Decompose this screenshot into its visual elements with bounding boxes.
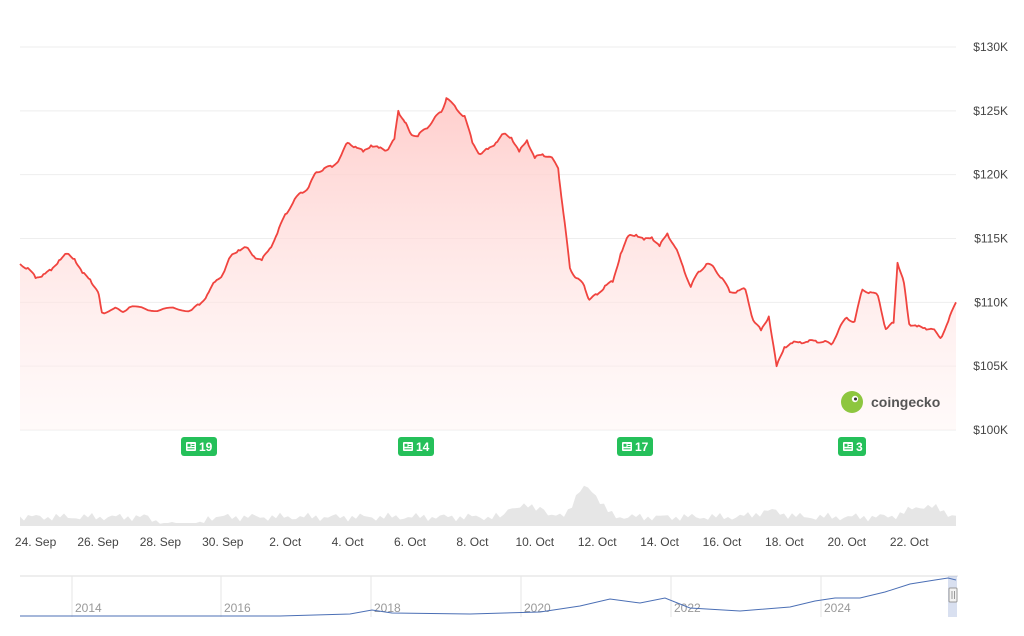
news-badge[interactable]: 17 [617,437,653,456]
navigator-year-label: 2024 [824,601,851,615]
x-tick-label: 22. Oct [890,535,929,549]
x-tick-label: 24. Sep [15,535,57,549]
coingecko-wordmark: coingecko [871,394,940,410]
y-tick-label: $130K [973,40,1008,54]
volume-chart [20,486,956,526]
y-tick-label: $125K [973,104,1008,118]
news-badges: 19 14 17 3 [181,437,866,456]
y-axis: $100K $105K $110K $115K $120K $125K $130K [973,40,1008,437]
x-tick-label: 6. Oct [394,535,427,549]
y-tick-label: $105K [973,359,1008,373]
x-tick-label: 16. Oct [703,535,742,549]
x-tick-label: 12. Oct [578,535,617,549]
news-badge[interactable]: 3 [838,437,866,456]
x-tick-label: 2. Oct [269,535,302,549]
x-tick-label: 26. Sep [77,535,119,549]
news-badge[interactable]: 19 [181,437,217,456]
newspaper-icon [403,442,413,451]
newspaper-icon [843,442,853,451]
news-badge-count: 3 [856,440,863,454]
x-tick-label: 18. Oct [765,535,804,549]
navigator-year-label: 2016 [224,601,251,615]
x-tick-label: 4. Oct [332,535,365,549]
navigator-series [20,578,956,616]
news-badge-count: 19 [199,440,213,454]
navigator-year-label: 2014 [75,601,102,615]
news-badge[interactable]: 14 [398,437,434,456]
newspaper-icon [622,442,632,451]
navigator-handle[interactable] [949,588,957,602]
y-tick-label: $120K [973,168,1008,182]
x-tick-label: 28. Sep [140,535,182,549]
y-tick-label: $110K [974,295,1008,309]
newspaper-icon [186,442,196,451]
x-axis: 24. Sep 26. Sep 28. Sep 30. Sep 2. Oct 4. Oct… [15,535,929,549]
x-tick-label: 10. Oct [515,535,554,549]
y-tick-label: $115K [974,232,1008,246]
x-tick-label: 20. Oct [827,535,866,549]
volume-area [20,486,956,526]
y-tick-label: $100K [973,423,1008,437]
coingecko-logo-icon [841,391,863,413]
navigator-year-label: 2020 [524,601,551,615]
coingecko-watermark: coingecko [841,391,940,413]
x-tick-label: 30. Sep [202,535,244,549]
news-badge-count: 17 [635,440,649,454]
news-badge-count: 14 [416,440,430,454]
x-tick-label: 14. Oct [640,535,679,549]
x-tick-label: 8. Oct [456,535,489,549]
